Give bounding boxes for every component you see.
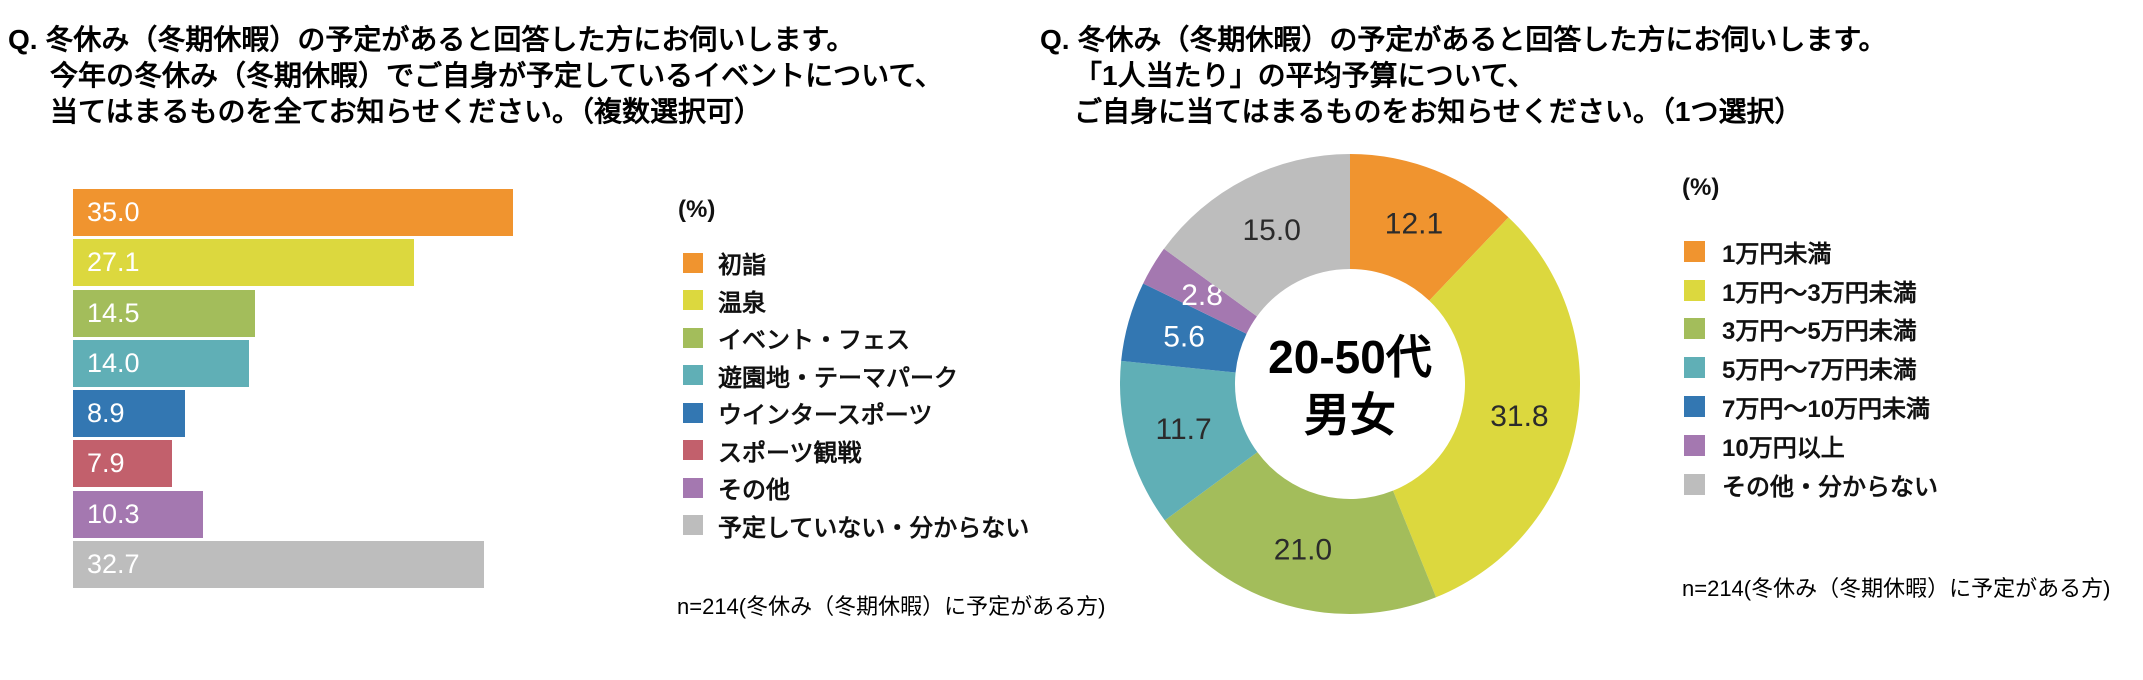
legend-label: 1万円未満 [1722,240,1832,268]
slice-value-label: 12.1 [1385,207,1443,240]
bar-4: 8.9 [73,390,185,438]
slice-value-label: 11.7 [1156,413,1212,446]
legend-label: 初詣 [718,252,766,280]
donut-slice-2 [1164,452,1437,614]
bar-1: 27.1 [73,239,414,287]
bar-chart-sample-size-note: n=214(冬休み（冬期休暇）に予定がある方) [677,594,1106,619]
bar-value-label: 27.1 [87,247,140,278]
legend-label: 温泉 [718,289,766,317]
legend-item: その他・分からない [1684,465,1938,504]
legend-swatch [1684,396,1705,418]
legend-label: 予定していない・分からない [718,514,1030,542]
legend-item: 温泉 [683,282,1029,320]
legend-item: 初詣 [683,244,1029,282]
bar-value-label: 8.9 [87,398,125,429]
legend-swatch [683,477,703,498]
bar-chart-question-title: Q. 冬休み（冬期休暇）の予定があると回答した方にお伺いします。 今年の冬休み（… [8,22,943,130]
slice-value-label: 31.8 [1490,400,1548,433]
legend-label: 1万円〜3万円未満 [1722,279,1917,307]
title-line: Q. 冬休み（冬期休暇）の予定があると回答した方にお伺いします。 [8,24,855,55]
bar-2: 14.5 [73,289,256,337]
slice-value-label: 21.0 [1274,533,1332,566]
bar-value-label: 32.7 [87,549,140,580]
legend-swatch [1684,279,1705,301]
donut-slice-1 [1393,217,1580,598]
bar-chart-unit-label: (%) [678,196,716,223]
legend-item: 7万円〜10万円未満 [1684,387,1938,426]
title-line: 今年の冬休み（冬期休暇）でご自身が予定しているイベントについて、 [50,60,943,91]
bar-value-label: 7.9 [87,448,125,479]
legend-item: 予定していない・分からない [683,507,1029,545]
legend-item: 3万円〜5万円未満 [1684,310,1938,349]
donut-center-label: 20-50代 男女 [1268,328,1432,444]
legend-label: 5万円〜7万円未満 [1722,357,1917,385]
bar-value-label: 10.3 [87,498,140,529]
donut-slice-6 [1163,154,1350,317]
bar-value-label: 35.0 [87,197,140,227]
donut-chart-unit-label: (%) [1682,174,1720,201]
title-line: 「1人当たり」の平均予算について、 [1074,60,1536,91]
legend-label: イベント・フェス [718,327,910,355]
legend-swatch [683,327,703,348]
legend-label: その他 [718,477,790,505]
legend-swatch [1684,240,1705,262]
title-line: Q. 冬休み（冬期休暇）の予定があると回答した方にお伺いします。 [1040,24,1887,55]
legend-item: 1万円〜3万円未満 [1684,271,1938,310]
legend-swatch [1684,318,1705,340]
legend-label: 3万円〜5万円未満 [1722,318,1917,346]
legend-label: 7万円〜10万円未満 [1722,396,1931,424]
legend-item: 5万円〜7万円未満 [1684,348,1938,387]
bar-5: 7.9 [73,440,173,488]
slice-value-label: 15.0 [1243,214,1301,247]
legend-swatch [1684,473,1705,495]
legend-item: その他 [683,469,1029,507]
legend-swatch [683,290,703,311]
legend-item: 1万円未満 [1684,232,1938,271]
donut-chart-legend: 1万円未満 1万円〜3万円未満 3万円〜5万円未満 5万円〜7万円未満 7万円〜10万円… [1684,232,1938,504]
legend-swatch [683,365,703,386]
bar-value-label: 14.5 [87,297,140,328]
legend-item: ウインタースポーツ [683,394,1029,432]
donut-slice-5 [1143,248,1257,334]
legend-item: 10万円以上 [1684,426,1938,465]
donut-center-line: 20-50代 [1268,331,1432,383]
donut-slice-0 [1350,154,1509,301]
legend-item: 遊園地・テーマパーク [683,357,1029,395]
legend-label: ウインタースポーツ [718,402,933,430]
legend-swatch [683,252,703,273]
bar-chart-legend: 初詣温泉イベント・フェス遊園地・テーマパーク ウインタースポーツ スポーツ観戦 その他… [683,244,1029,544]
legend-swatch [683,402,703,423]
donut-chart: 12.131.821.011.75.62.815.0 [1120,154,1580,614]
legend-label: 遊園地・テーマパーク [718,364,958,392]
donut-center-line: 男女 [1304,389,1396,441]
donut-slice-3 [1120,360,1258,521]
title-line: 当てはまるものを全てお知らせください。（複数選択可） [50,96,763,127]
legend-swatch [683,515,703,536]
bar-value-label: 14.0 [87,347,140,378]
slice-value-label: 5.6 [1163,320,1205,353]
bar-3: 14.0 [73,339,249,387]
legend-label: その他・分からない [1722,473,1938,501]
legend-label: スポーツ観戦 [718,439,862,467]
donut-chart-sample-size-note: n=214(冬休み（冬期休暇）に予定がある方) [1682,576,2111,601]
bar-0: 35.0 [73,189,513,236]
bar-7: 32.7 [73,541,484,589]
legend-label: 10万円以上 [1722,434,1845,462]
donut-slice-4 [1121,283,1247,373]
horizontal-bar-chart: 35.0 27.1 14.5 14.0 8.9 7.9 10.3 32.7 [73,189,513,591]
legend-swatch [1684,357,1705,379]
legend-swatch [1684,434,1705,456]
bar-6: 10.3 [73,490,203,538]
title-line: ご自身に当てはまるものをお知らせください。（1つ選択） [1074,96,1803,127]
legend-swatch [683,440,703,461]
legend-item: スポーツ観戦 [683,432,1029,470]
donut-chart-question-title: Q. 冬休み（冬期休暇）の予定があると回答した方にお伺いします。 「1人当たり」… [1040,22,1887,130]
legend-item: イベント・フェス [683,319,1029,357]
